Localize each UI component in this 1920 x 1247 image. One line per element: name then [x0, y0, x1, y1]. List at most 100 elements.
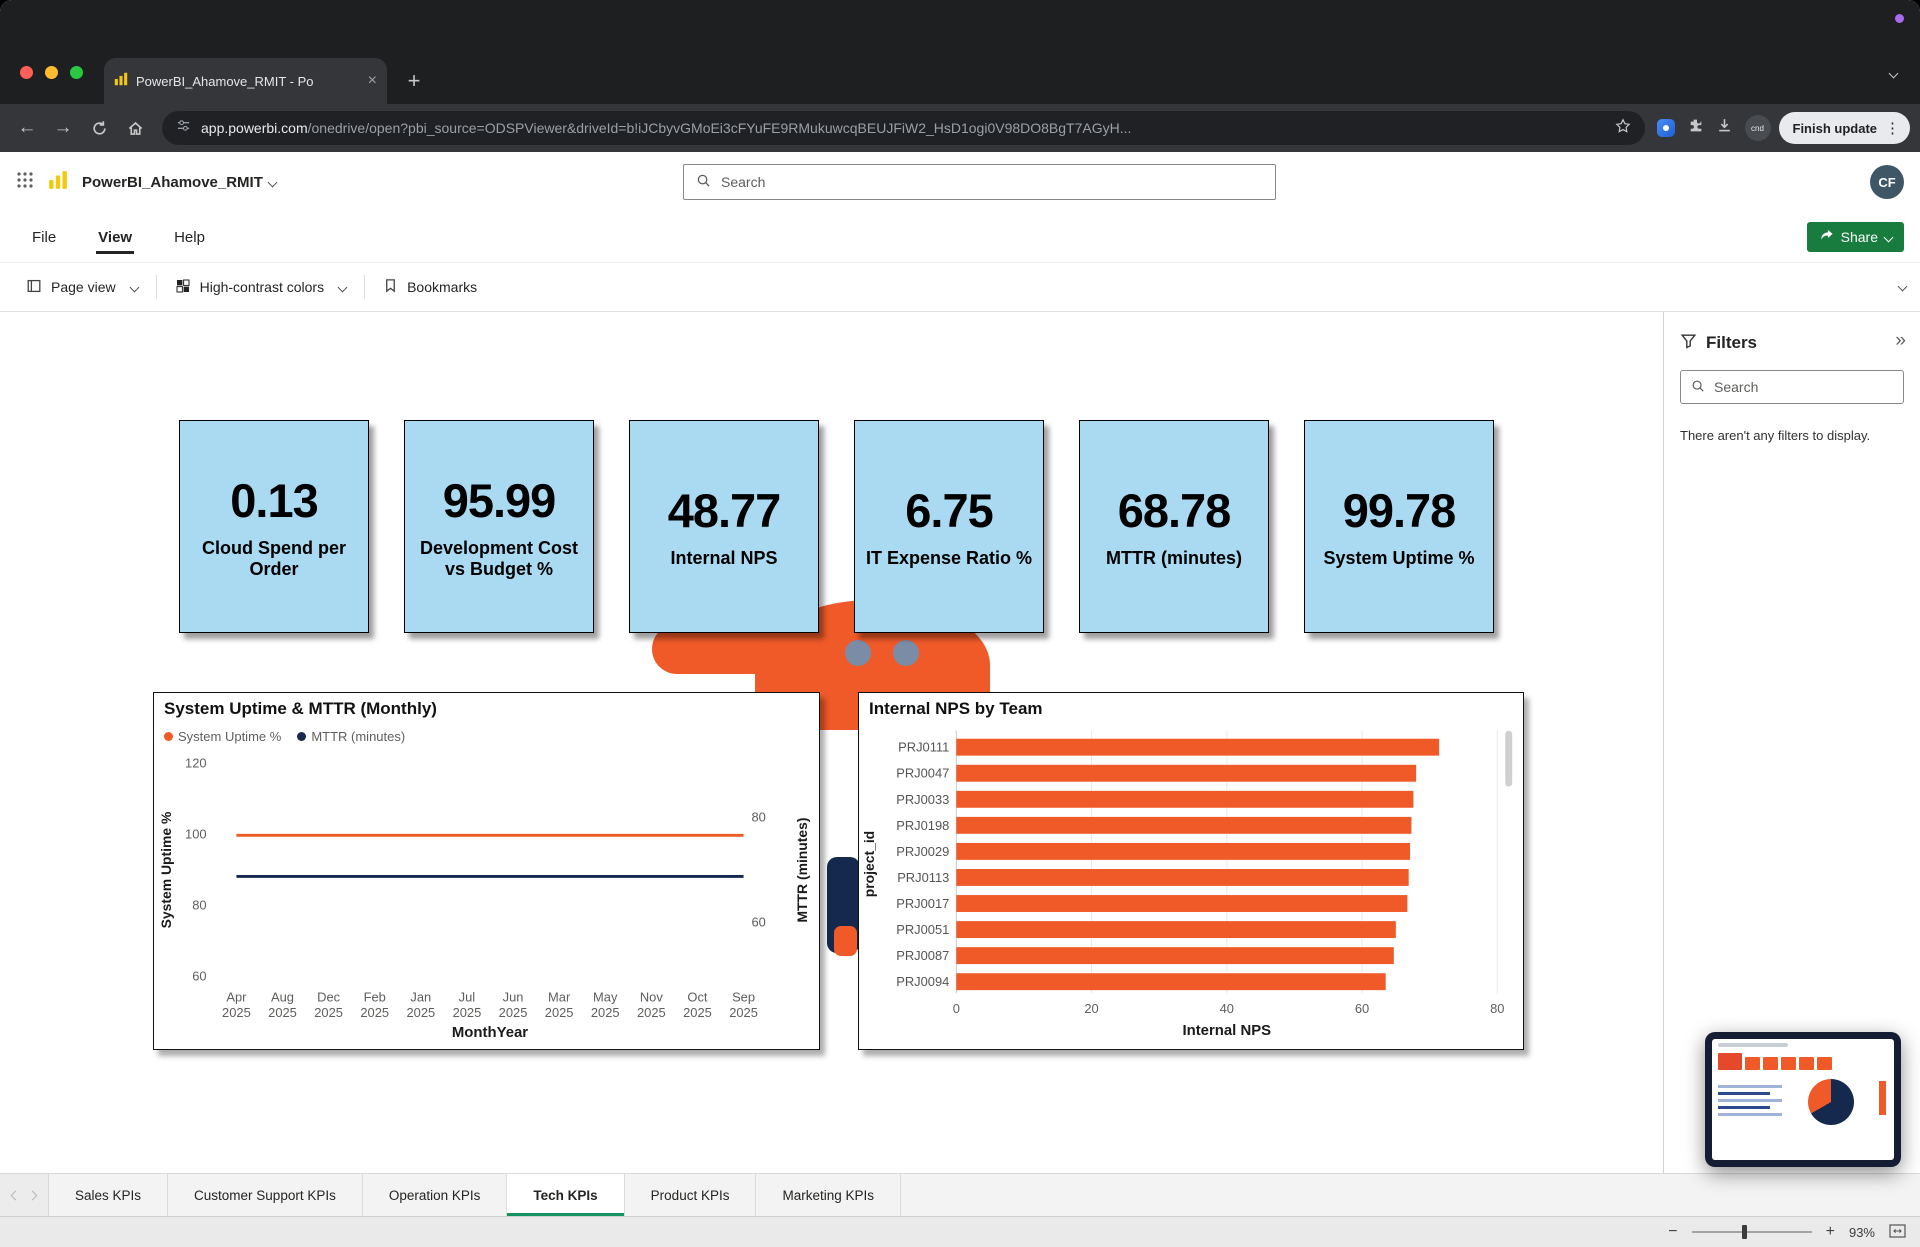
fullscreen-window-button[interactable] [70, 66, 83, 79]
profile-avatar[interactable]: cnd [1745, 115, 1771, 141]
high-contrast-dropdown[interactable]: High-contrast colors [169, 278, 353, 297]
browser-tab[interactable]: PowerBI_Ahamove_RMIT - Po × [104, 58, 387, 104]
pip-bar [1879, 1081, 1886, 1115]
account-avatar[interactable]: CF [1870, 165, 1904, 199]
svg-text:Jul: Jul [459, 989, 475, 1004]
url-text: app.powerbi.com/onedrive/open?pbi_source… [201, 120, 1605, 136]
menu-help[interactable]: Help [172, 215, 207, 260]
sheet-tab-customer-support-kpis[interactable]: Customer Support KPIs [168, 1174, 363, 1216]
bookmark-star-icon[interactable] [1615, 118, 1631, 139]
back-icon[interactable]: ← [10, 111, 44, 145]
fit-to-page-icon[interactable] [1889, 1224, 1906, 1241]
chart-scrollbar[interactable] [1505, 731, 1512, 787]
sheet-tab-marketing-kpis[interactable]: Marketing KPIs [756, 1174, 901, 1216]
address-bar[interactable]: app.powerbi.com/onedrive/open?pbi_source… [162, 111, 1645, 145]
view-toolbar: Page view High-contrast colors Bookmarks [0, 262, 1920, 312]
sheet-tab-operation-kpis[interactable]: Operation KPIs [363, 1174, 508, 1216]
pip-kpi-cards [1718, 1053, 1832, 1070]
zoom-in-button[interactable]: + [1826, 1223, 1835, 1241]
share-button[interactable]: Share [1807, 222, 1904, 252]
zoom-slider[interactable] [1692, 1231, 1812, 1233]
update-menu-icon[interactable]: ⋮ [1885, 119, 1900, 137]
sheet-tab-product-kpis[interactable]: Product KPIs [625, 1174, 757, 1216]
extensions-puzzle-icon[interactable] [1687, 117, 1704, 139]
nps-bar[interactable] [956, 739, 1439, 756]
home-icon[interactable] [118, 111, 152, 145]
svg-text:PRJ0017: PRJ0017 [896, 896, 949, 911]
new-tab-button[interactable]: + [399, 66, 429, 96]
tab-close-icon[interactable]: × [368, 73, 377, 89]
collapse-filters-icon[interactable]: » [1895, 330, 1906, 352]
zoom-slider-thumb[interactable] [1742, 1225, 1747, 1239]
toolbar-separator [364, 275, 365, 299]
kpi-card[interactable]: 48.77Internal NPS [629, 420, 819, 633]
downloads-icon[interactable] [1716, 117, 1733, 139]
kpi-card[interactable]: 68.78MTTR (minutes) [1079, 420, 1269, 633]
bookmarks-button[interactable]: Bookmarks [377, 278, 483, 296]
nps-bar[interactable] [956, 921, 1396, 938]
svg-text:2025: 2025 [360, 1005, 389, 1020]
site-info-icon[interactable] [176, 118, 191, 138]
nps-bar[interactable] [956, 843, 1410, 860]
kpi-card[interactable]: 6.75IT Expense Ratio % [854, 420, 1044, 633]
kpi-value: 6.75 [905, 483, 992, 538]
uptime-mttr-line-chart[interactable]: 12010080606080Apr2025Aug2025Dec2025Feb20… [153, 692, 820, 1050]
global-search-input[interactable]: Search [683, 164, 1276, 200]
kpi-label: System Uptime % [1323, 548, 1474, 569]
tabs-scroll-right-icon[interactable] [28, 1190, 38, 1200]
tabs-scroll-left-icon[interactable] [11, 1190, 21, 1200]
nps-bar[interactable] [956, 869, 1408, 886]
nps-bar[interactable] [956, 973, 1385, 990]
kpi-value: 68.78 [1118, 483, 1231, 538]
line-chart-plot: 12010080606080Apr2025Aug2025Dec2025Feb20… [154, 693, 819, 1049]
menu-view[interactable]: View [96, 215, 134, 260]
nps-bar[interactable] [956, 817, 1411, 834]
zoom-out-button[interactable]: − [1668, 1223, 1677, 1241]
menu-items: File View Help [30, 215, 207, 260]
pip-window[interactable] [1705, 1032, 1901, 1167]
tab-search-button[interactable] [1880, 62, 1906, 84]
kpi-label: Development Cost vs Budget % [413, 538, 585, 580]
kpi-card[interactable]: 95.99Development Cost vs Budget % [404, 420, 594, 633]
report-title[interactable]: PowerBI_Ahamove_RMIT [82, 174, 276, 191]
page-tabs: Sales KPIsCustomer Support KPIsOperation… [49, 1174, 901, 1216]
svg-text:Internal NPS: Internal NPS [1182, 1023, 1271, 1039]
sheet-tab-sales-kpis[interactable]: Sales KPIs [49, 1174, 168, 1216]
svg-text:Feb: Feb [364, 989, 386, 1004]
search-icon [1691, 379, 1705, 396]
filters-search-input[interactable]: Search [1680, 370, 1904, 404]
page-view-dropdown[interactable]: Page view [20, 278, 144, 297]
extension-badge-icon[interactable] [1657, 119, 1675, 137]
kpi-card[interactable]: 0.13Cloud Spend per Order [179, 420, 369, 633]
kpi-card-row: 0.13Cloud Spend per Order95.99Developmen… [179, 420, 1494, 633]
svg-text:2025: 2025 [729, 1005, 758, 1020]
menu-file[interactable]: File [30, 215, 58, 260]
illustration-hand-shape [834, 926, 857, 956]
reload-icon[interactable] [82, 111, 116, 145]
nps-bar[interactable] [956, 765, 1416, 782]
close-window-button[interactable] [20, 66, 33, 79]
svg-text:PRJ0094: PRJ0094 [896, 974, 949, 989]
kpi-card[interactable]: 99.78 System Uptime % [1304, 420, 1494, 633]
chart-legend: System Uptime %MTTR (minutes) [164, 729, 405, 744]
powerbi-logo-icon [48, 170, 68, 195]
internal-nps-bar-chart[interactable]: 020406080PRJ0111PRJ0047PRJ0033PRJ0198PRJ… [858, 692, 1524, 1050]
nps-bar[interactable] [956, 791, 1413, 808]
bar-chart-plot: 020406080PRJ0111PRJ0047PRJ0033PRJ0198PRJ… [859, 693, 1523, 1049]
powerbi-app-header: PowerBI_Ahamove_RMIT Search CF [0, 152, 1920, 212]
nps-bar[interactable] [956, 947, 1394, 964]
forward-icon[interactable]: → [46, 111, 80, 145]
finish-update-button[interactable]: Finish update ⋮ [1779, 112, 1911, 144]
page-view-icon [26, 278, 42, 297]
svg-text:20: 20 [1084, 1001, 1098, 1016]
waffle-menu-icon[interactable] [16, 171, 34, 194]
svg-text:2025: 2025 [499, 1005, 528, 1020]
svg-text:Dec: Dec [317, 989, 340, 1004]
svg-text:2025: 2025 [268, 1005, 297, 1020]
nps-bar[interactable] [956, 895, 1407, 912]
kpi-value: 99.78 [1343, 483, 1456, 538]
svg-text:Mar: Mar [548, 989, 571, 1004]
minimize-window-button[interactable] [45, 66, 58, 79]
sheet-tab-tech-kpis[interactable]: Tech KPIs [507, 1174, 624, 1216]
collapse-toolbar-icon[interactable] [1898, 282, 1908, 292]
